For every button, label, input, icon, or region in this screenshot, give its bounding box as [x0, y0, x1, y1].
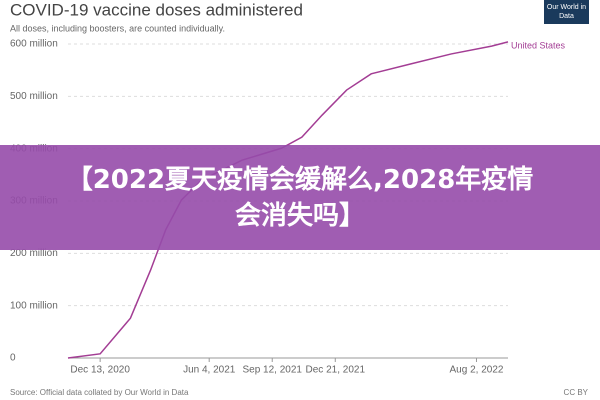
logo: Our World in Data [546, 4, 587, 20]
y-tick-label: 600 million [10, 39, 58, 50]
y-tick-label: 0 [10, 353, 16, 364]
x-tick-label: Aug 2, 2022 [450, 365, 504, 376]
logo-text: Our World in Data [546, 4, 587, 20]
x-tick-label: Dec 13, 2020 [70, 365, 130, 376]
y-tick-label: 500 million [10, 91, 58, 102]
chart-title: COVID-19 vaccine doses administered [10, 0, 303, 19]
y-tick-label: 200 million [10, 248, 58, 259]
logo-box [544, 0, 589, 24]
source: Source: Official data collated by Our Wo… [10, 388, 189, 397]
x-tick-label: Dec 21, 2021 [306, 365, 366, 376]
x-tick-label: Sep 12, 2021 [242, 365, 302, 376]
x-tick-label: Jun 4, 2021 [183, 365, 236, 376]
banner: 【2022夏天疫情会缓解么,2028年疫情会消失吗】 [0, 145, 600, 250]
series-label: United States [511, 40, 566, 50]
y-tick-label: 100 million [10, 300, 58, 311]
license: CC BY [564, 388, 589, 397]
chart-subtitle: All doses, including boosters, are count… [10, 23, 225, 33]
